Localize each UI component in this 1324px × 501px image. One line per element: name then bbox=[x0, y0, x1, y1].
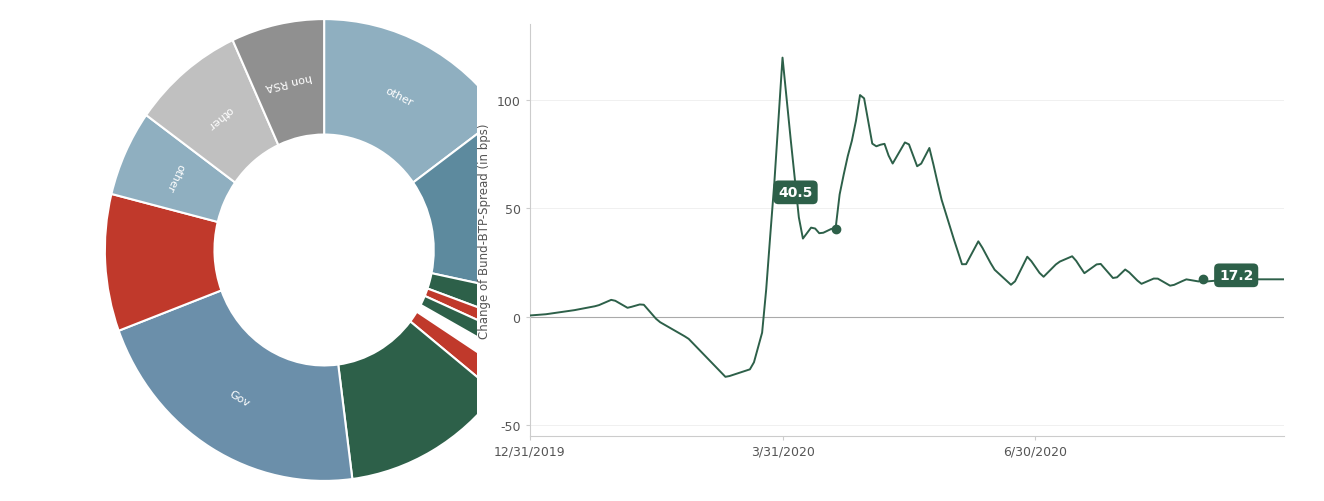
Wedge shape bbox=[146, 41, 278, 183]
Wedge shape bbox=[428, 274, 539, 327]
Wedge shape bbox=[410, 312, 510, 393]
Wedge shape bbox=[425, 289, 531, 342]
Text: other: other bbox=[205, 104, 234, 130]
Wedge shape bbox=[338, 322, 496, 479]
Text: other: other bbox=[164, 162, 185, 193]
Text: hon RSA: hon RSA bbox=[265, 72, 314, 92]
Wedge shape bbox=[119, 291, 352, 481]
Wedge shape bbox=[233, 20, 324, 146]
Text: other: other bbox=[384, 86, 414, 108]
Y-axis label: Change of Bund-BTP-Spread (in bps): Change of Bund-BTP-Spread (in bps) bbox=[478, 123, 491, 338]
Text: 40.5: 40.5 bbox=[779, 186, 813, 200]
Wedge shape bbox=[324, 20, 502, 183]
Text: 17.2: 17.2 bbox=[1219, 269, 1254, 283]
Text: Corp: Corp bbox=[477, 200, 493, 228]
Wedge shape bbox=[413, 116, 543, 297]
Text: Gov: Gov bbox=[228, 389, 252, 408]
Wedge shape bbox=[105, 194, 221, 331]
Wedge shape bbox=[111, 116, 236, 222]
Wedge shape bbox=[421, 296, 526, 360]
